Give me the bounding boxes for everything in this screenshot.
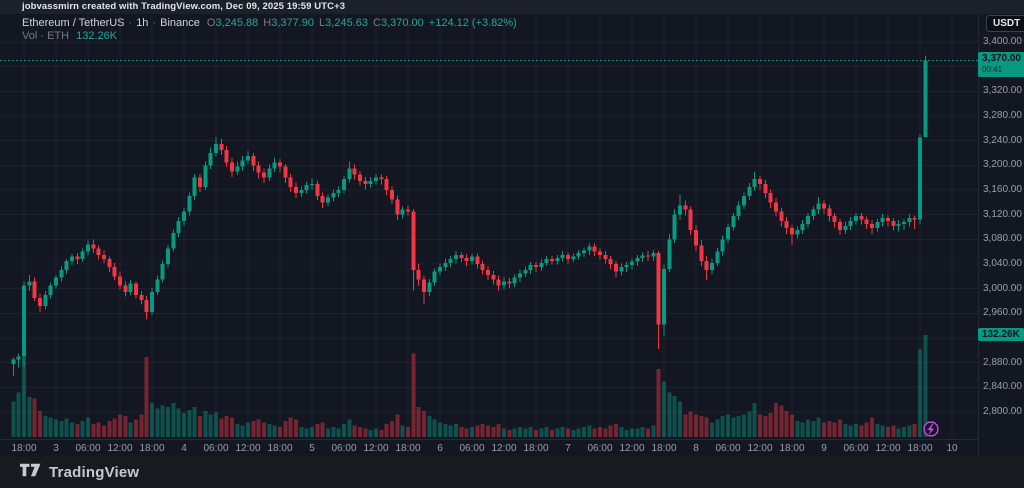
price-axis-label: 2,960.00 xyxy=(983,307,1022,319)
price-axis-label: 3,040.00 xyxy=(983,258,1022,269)
chart-legend: Ethereum / TetherUS · 1h · Binance O3,245.88 H… xyxy=(22,17,517,43)
price-axis-label: 3,200.00 xyxy=(983,159,1022,171)
time-axis-label: 4 xyxy=(181,443,187,454)
time-axis-label: 06:00 xyxy=(587,443,613,454)
price-axis-label: 3,160.00 xyxy=(983,184,1022,195)
price-axis-label: 2,880.00 xyxy=(983,356,1022,368)
price-axis-label: 3,240.00 xyxy=(983,134,1022,146)
time-axis-label: 06:00 xyxy=(331,443,357,454)
bar-countdown: 00:41 xyxy=(982,64,1003,74)
volume-label: Vol · ETH xyxy=(22,30,70,42)
time-axis-label: 18:00 xyxy=(907,443,933,454)
time-axis-label: 06:00 xyxy=(459,443,485,454)
price-axis[interactable] xyxy=(978,14,1024,456)
time-axis-label: 6 xyxy=(437,443,443,454)
time-axis-label: 12:00 xyxy=(235,443,261,454)
tradingview-logo-icon[interactable] xyxy=(20,463,41,482)
time-axis[interactable] xyxy=(0,439,978,457)
time-axis-label: 06:00 xyxy=(203,443,229,454)
exchange-label: Binance xyxy=(160,17,200,29)
attribution-text: jobvassmirn created with TradingView.com… xyxy=(22,1,346,12)
time-axis-label: 12:00 xyxy=(875,443,901,454)
time-axis-label: 12:00 xyxy=(747,443,773,454)
change-value: +124.12 (+3.82%) xyxy=(428,17,517,29)
time-axis-label: 06:00 xyxy=(75,443,101,454)
time-axis-label: 12:00 xyxy=(491,443,517,454)
low-value: 3,245.63 xyxy=(325,17,368,29)
time-axis-label: 18:00 xyxy=(139,443,165,454)
open-label: O xyxy=(206,17,216,29)
symbol-name: Ethereum / TetherUS xyxy=(22,17,125,29)
price-axis-label: 3,000.00 xyxy=(983,282,1022,294)
currency-toggle-button[interactable]: USDT xyxy=(986,15,1024,32)
price-axis-label: 2,840.00 xyxy=(983,381,1022,393)
price-axis-label: 2,800.00 xyxy=(983,406,1022,417)
open-value: 3,245.88 xyxy=(215,17,259,29)
attribution-bar: jobvassmirn created with TradingView.com… xyxy=(0,0,1024,14)
time-axis-label: 18:00 xyxy=(11,443,37,454)
time-axis-label: 18:00 xyxy=(651,443,677,454)
volume-value: 132.26K xyxy=(76,30,118,42)
volume-row: Vol · ETH 132.26K xyxy=(22,30,517,43)
time-axis-label: 9 xyxy=(821,443,827,454)
tradingview-logo-text[interactable]: TradingView xyxy=(49,463,140,481)
time-axis-label: 5 xyxy=(309,443,315,454)
time-axis-label: 18:00 xyxy=(395,443,421,454)
time-axis-label: 18:00 xyxy=(779,443,805,454)
time-axis-label: 8 xyxy=(693,443,699,454)
volume-axis-tag: 132.26K xyxy=(978,328,1024,341)
high-value: 3,377.90 xyxy=(271,17,315,29)
footer-bar: TradingView xyxy=(0,456,1024,488)
time-axis-label: 18:00 xyxy=(523,443,549,454)
time-axis-label: 10 xyxy=(946,443,958,454)
low-label: L xyxy=(319,17,326,29)
time-axis-label: 06:00 xyxy=(843,443,869,454)
close-label: C xyxy=(373,17,381,29)
time-axis-label: 18:00 xyxy=(267,443,293,454)
time-axis-label: 06:00 xyxy=(715,443,741,454)
separator: · xyxy=(152,17,157,29)
price-axis-label: 3,120.00 xyxy=(983,208,1022,220)
interval-label: 1h xyxy=(136,17,149,29)
time-axis-label: 7 xyxy=(565,443,571,454)
time-axis-label: 12:00 xyxy=(363,443,389,454)
close-value: 3,370.00 xyxy=(380,17,424,29)
symbol-row: Ethereum / TetherUS · 1h · Binance O3,245.88 H… xyxy=(22,17,517,30)
last-price-tag: 3,370.00 00:41 xyxy=(978,51,1024,77)
separator: · xyxy=(128,17,133,29)
candlestick-chart-canvas[interactable] xyxy=(0,0,1024,456)
price-axis-label: 3,400.00 xyxy=(983,36,1022,47)
time-axis-label: 12:00 xyxy=(619,443,645,454)
time-axis-label: 12:00 xyxy=(107,443,133,454)
price-axis-label: 3,280.00 xyxy=(983,110,1022,121)
price-axis-label: 3,320.00 xyxy=(983,85,1022,97)
last-price-value: 3,370.00 xyxy=(982,52,1021,64)
price-axis-label: 3,080.00 xyxy=(983,233,1022,245)
event-marker-lightning-icon[interactable] xyxy=(923,421,939,437)
high-label: H xyxy=(263,17,272,29)
time-axis-label: 3 xyxy=(53,443,59,454)
